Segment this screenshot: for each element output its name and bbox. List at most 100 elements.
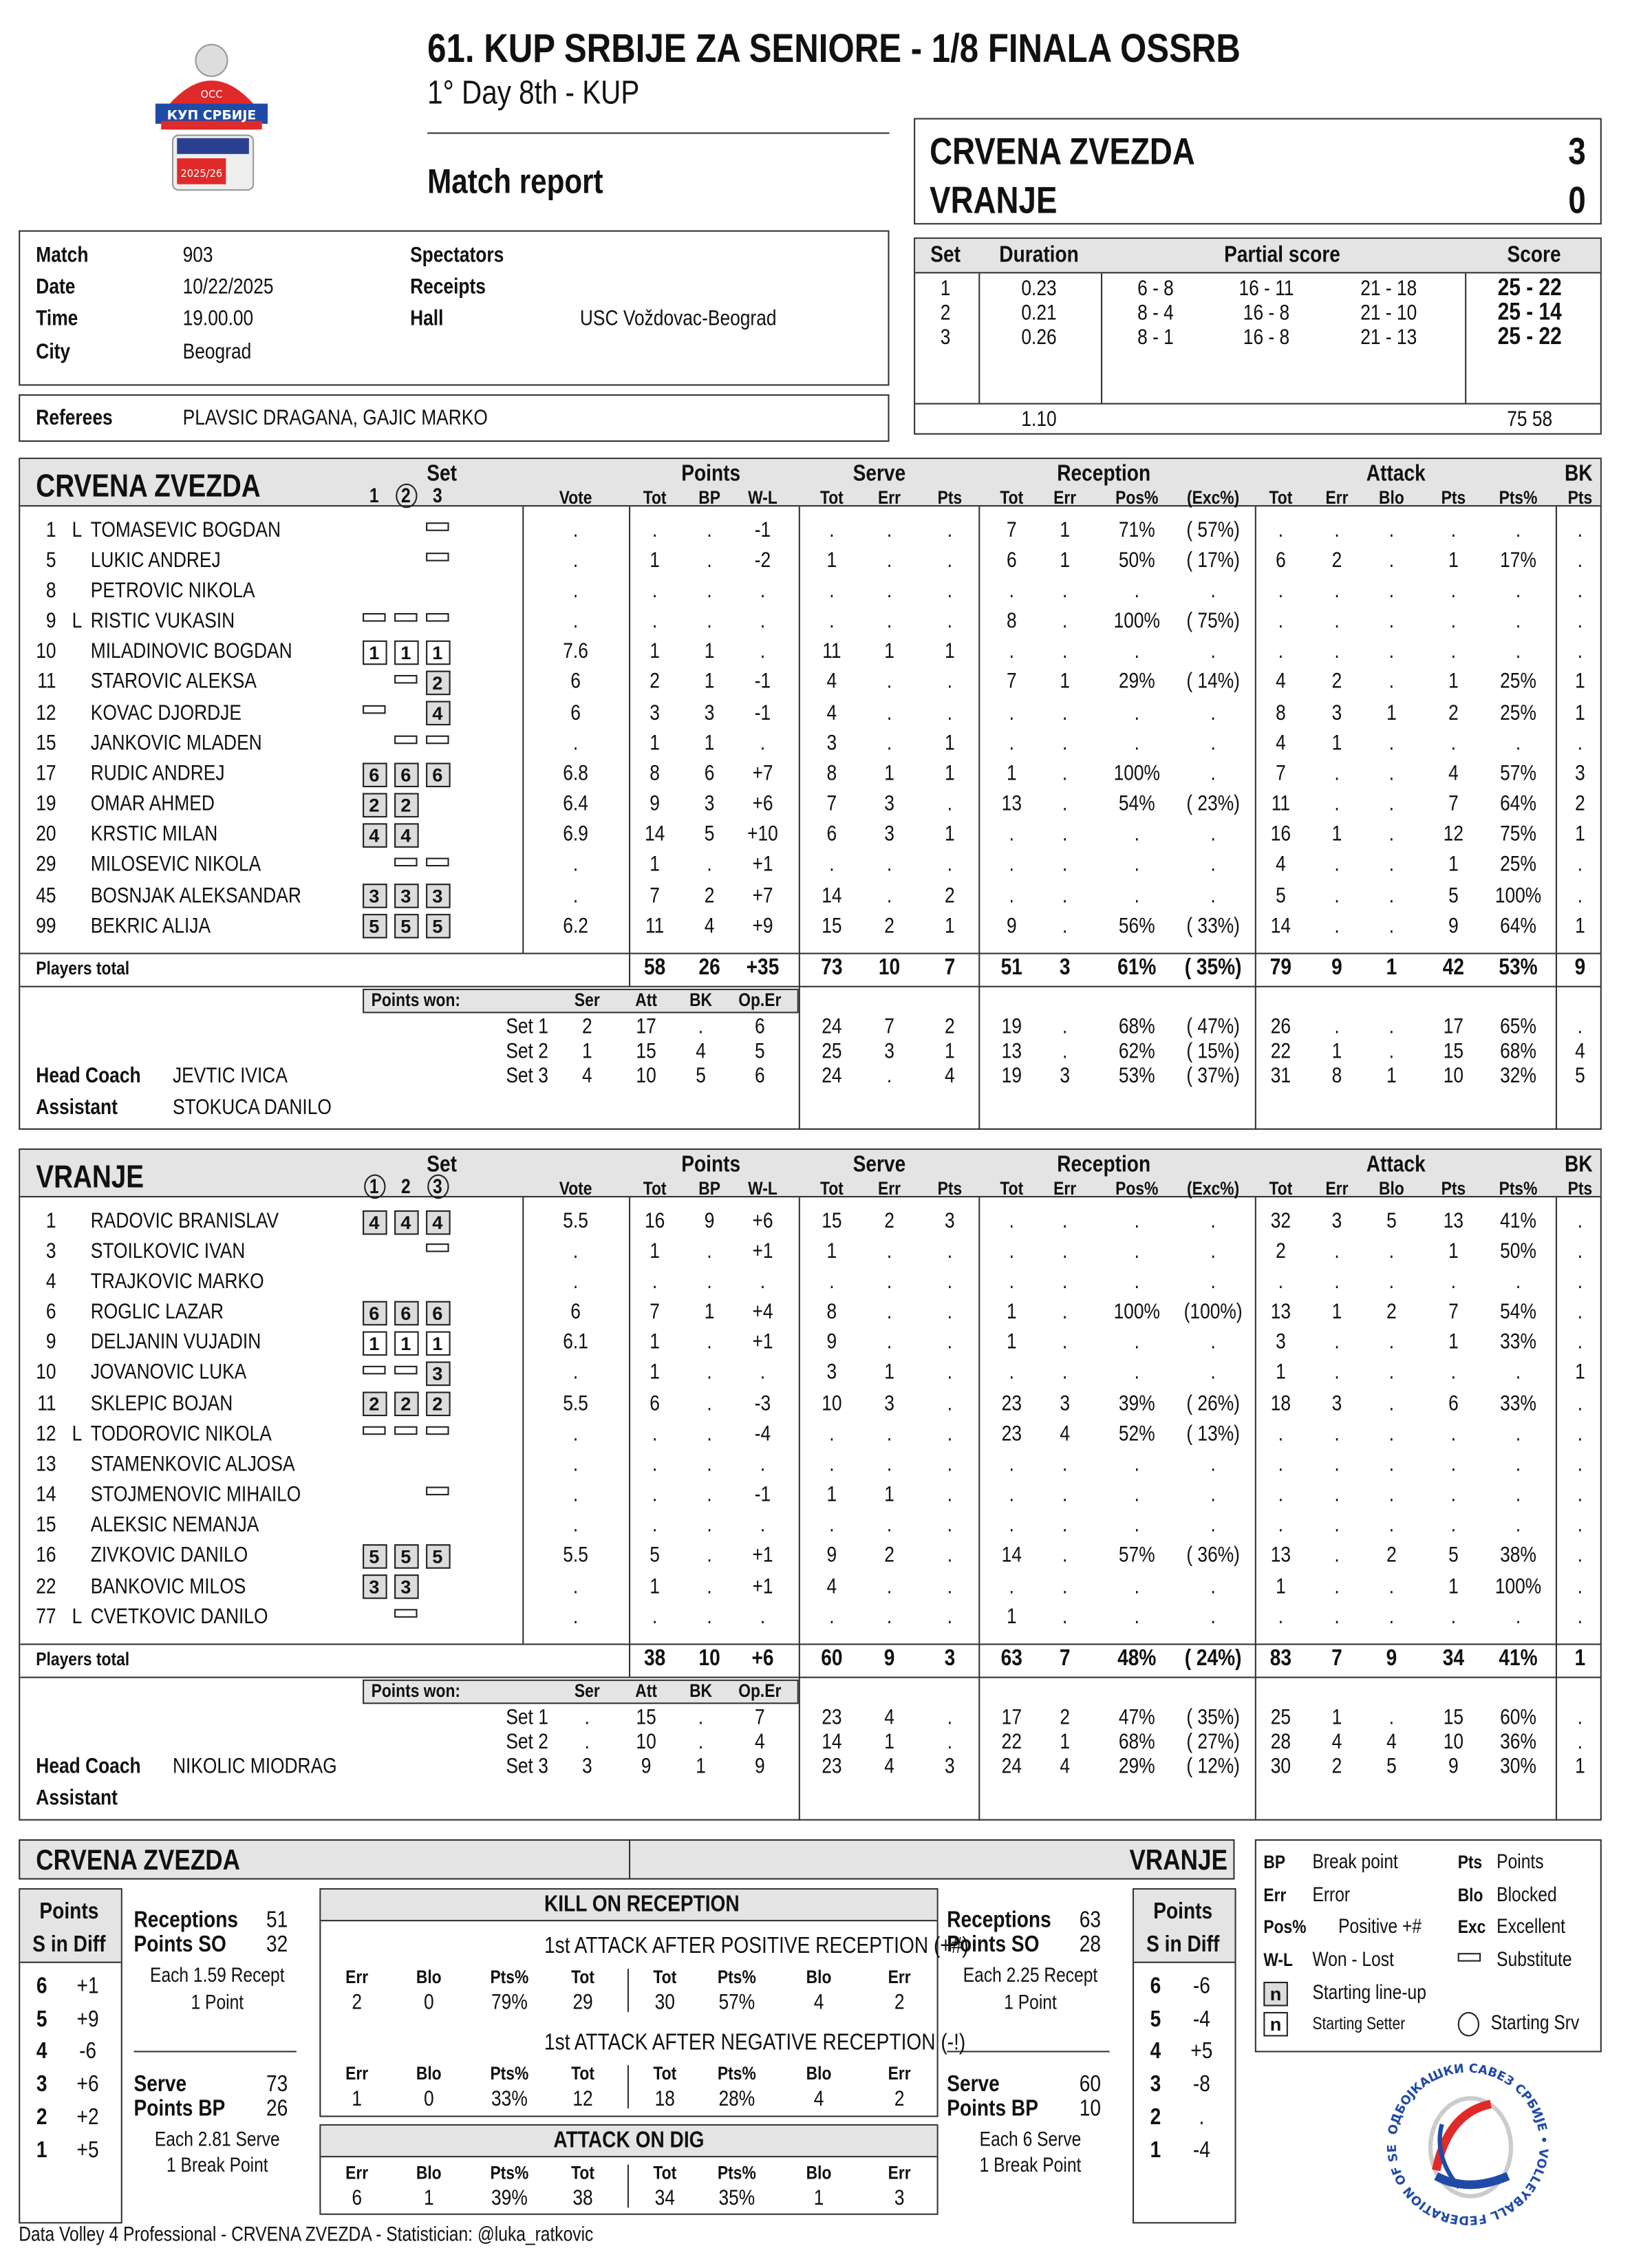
- stat-cell: .: [1009, 1574, 1014, 1598]
- total-cell: 38: [643, 1646, 666, 1671]
- svg-text:2025/26: 2025/26: [180, 168, 222, 180]
- stat-cell: .: [1210, 761, 1216, 786]
- set-stat-cell: ( 27%): [1186, 1729, 1240, 1754]
- points-won-cell: 1: [582, 1038, 592, 1063]
- attack-section-title: 1st ATTACK AFTER NEGATIVE RECEPTION (-!): [544, 2031, 966, 2055]
- stat-cell: 1: [704, 639, 715, 664]
- set-stat-cell: 65%: [1500, 1014, 1536, 1039]
- points-won-col-header: Op.Er: [738, 1679, 782, 1702]
- stat-cell: 6: [570, 700, 581, 725]
- stat-cell: 1: [884, 761, 894, 786]
- players-total-label: Players total: [36, 1647, 130, 1670]
- sets-col-header: Score: [1507, 243, 1561, 268]
- partial-score: 21 - 10: [1360, 300, 1417, 325]
- stat-cell: +1: [752, 1330, 773, 1355]
- set-stat-cell: 60%: [1500, 1704, 1536, 1730]
- total-cell: 7: [1059, 1646, 1071, 1671]
- aod-divider: [627, 2164, 629, 2208]
- points-won-cell: 5: [696, 1062, 706, 1088]
- stat-cell: .: [1210, 1452, 1216, 1477]
- column-header: Err: [1053, 1177, 1077, 1199]
- column-header: Err: [1325, 1177, 1349, 1199]
- player-name: ROGLIC LAZAR: [90, 1299, 224, 1325]
- stat-cell: .: [760, 730, 766, 756]
- stat-cell: .: [947, 700, 953, 725]
- set-stat-cell: .: [1062, 1014, 1068, 1039]
- set-stat-cell: 4: [1575, 1038, 1585, 1063]
- column-header: Pts: [1567, 486, 1593, 509]
- starting-lineup-box: 6: [394, 762, 418, 787]
- stat-cell: 4: [1276, 670, 1286, 695]
- stat-cell: .: [572, 1574, 579, 1598]
- legend-text: Starting line-up: [1312, 1980, 1426, 2004]
- stat-cell: 3: [1060, 1391, 1071, 1416]
- stat-cell: .: [1278, 517, 1284, 542]
- column-group-header: Attack: [1366, 1153, 1426, 1178]
- starting-lineup-box: 3: [394, 1574, 418, 1600]
- column-divider: [1555, 1197, 1558, 1821]
- set-label: Set 1: [506, 1704, 548, 1730]
- stat-cell: .: [1388, 852, 1395, 877]
- aod-col-header: Err: [888, 2161, 911, 2183]
- stat-cell: .: [760, 1360, 766, 1385]
- stat-cell: 100%: [1113, 608, 1160, 634]
- stat-cell: 50%: [1500, 1239, 1536, 1264]
- stat-cell: 18: [1270, 1391, 1291, 1416]
- total-cell: 83: [1269, 1646, 1292, 1671]
- match-info-box: [19, 230, 890, 386]
- stat-cell: 1: [1006, 1330, 1017, 1355]
- legend-text: Substitute: [1497, 1947, 1572, 1971]
- total-cell: 10: [878, 955, 901, 981]
- total-duration: 1.10: [1021, 407, 1057, 431]
- stat-cell: 1: [1331, 730, 1342, 756]
- set-score: 25 - 22: [1497, 323, 1562, 351]
- stat-cell: 57%: [1118, 1543, 1155, 1568]
- stat-cell: 1: [945, 730, 955, 756]
- stat-cell: .: [886, 1239, 892, 1264]
- stat-cell: -2: [754, 548, 771, 573]
- stat-cell: .: [1009, 1512, 1014, 1538]
- stat-cell: .: [886, 670, 892, 695]
- serve-efficiency: Each 6 Serve: [979, 2127, 1082, 2151]
- player-number: 16: [36, 1543, 56, 1568]
- total-cell: 61%: [1117, 955, 1157, 981]
- assistant-name: STOKUCA DANILO: [172, 1094, 332, 1120]
- stat-cell: .: [1388, 761, 1395, 786]
- stat-cell: .: [829, 1512, 835, 1538]
- stat-cell: 33%: [1500, 1391, 1536, 1416]
- stat-cell: .: [1515, 517, 1521, 542]
- stat-cell: .: [947, 1360, 953, 1385]
- starting-setter-box: 1: [362, 640, 387, 665]
- stat-cell: .: [886, 578, 892, 603]
- column-header: Err: [878, 1177, 901, 1199]
- stat-cell: .: [1009, 1239, 1014, 1264]
- set-stat-cell: 7: [884, 1014, 894, 1039]
- stat-cell: 1: [650, 548, 660, 573]
- legend-abbr: Blo: [1457, 1883, 1483, 1906]
- stat-cell: .: [829, 1421, 835, 1446]
- set-stat-cell: 68%: [1118, 1729, 1155, 1754]
- stat-cell: .: [1388, 1482, 1395, 1507]
- substitute-icon: [426, 735, 449, 745]
- starting-lineup-box: 2: [425, 671, 450, 696]
- attack-section-title: 1st ATTACK AFTER POSITIVE RECEPTION (+#): [544, 1934, 969, 1959]
- stat-cell: .: [572, 1269, 579, 1294]
- stat-cell: .: [1450, 1482, 1457, 1507]
- stat-cell: 1: [1006, 761, 1017, 786]
- stat-cell: -1: [754, 670, 771, 695]
- stat-cell: 1: [1060, 517, 1071, 542]
- stat-cell: 14: [822, 883, 842, 908]
- points-won-cell: 4: [582, 1062, 592, 1088]
- stat-cell: .: [1388, 730, 1395, 756]
- set-stat-cell: 10: [1443, 1062, 1464, 1088]
- set-stat-cell: 25: [1270, 1704, 1291, 1730]
- total-cell: 58: [643, 955, 666, 981]
- player-name: TODOROVIC NIKOLA: [90, 1421, 272, 1446]
- stat-cell: .: [1334, 1421, 1340, 1446]
- stat-cell: .: [1334, 1543, 1340, 1568]
- stat-cell: 6: [1006, 548, 1017, 573]
- total-cell: 53%: [1499, 955, 1538, 981]
- player-number: 1: [45, 1208, 56, 1233]
- starting-lineup-box: 4: [394, 1209, 418, 1234]
